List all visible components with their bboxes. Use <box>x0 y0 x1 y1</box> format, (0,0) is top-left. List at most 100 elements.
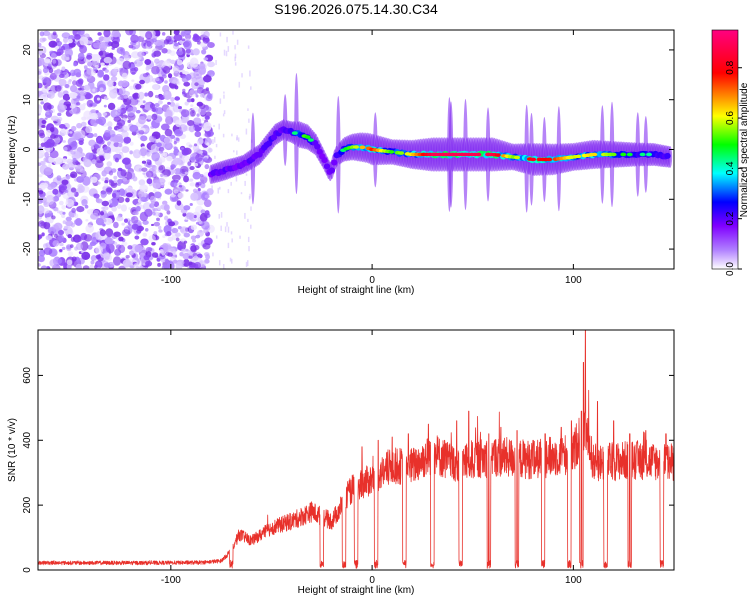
noise-speckle <box>164 109 173 119</box>
noise-speckle <box>38 91 42 97</box>
noise-speckle <box>167 236 174 242</box>
noise-speckle <box>112 135 120 143</box>
noise-speckle <box>156 217 160 221</box>
noise-speckle <box>148 235 156 243</box>
noise-speckle <box>79 45 88 54</box>
noise-speckle <box>52 188 59 195</box>
noise-speckle <box>137 51 145 58</box>
noise-speckle <box>219 32 222 37</box>
noise-speckle <box>214 155 216 159</box>
noise-speckle <box>144 208 153 217</box>
noise-speckle <box>63 225 69 230</box>
noise-speckle <box>184 171 189 175</box>
noise-speckle <box>38 254 45 263</box>
noise-speckle <box>181 148 189 156</box>
noise-region <box>38 30 253 269</box>
noise-speckle <box>121 222 125 226</box>
noise-speckle <box>116 189 121 193</box>
noise-speckle <box>164 258 169 263</box>
noise-speckle <box>118 87 126 95</box>
noise-speckle <box>179 72 183 76</box>
noise-speckle <box>81 251 91 260</box>
noise-speckle <box>234 62 237 66</box>
noise-speckle <box>79 36 89 47</box>
y-tick-label: 20 <box>22 44 33 56</box>
noise-speckle <box>215 60 217 66</box>
noise-speckle <box>64 189 69 193</box>
noise-speckle <box>127 245 133 250</box>
noise-speckle <box>198 138 204 145</box>
noise-speckle <box>71 125 77 132</box>
noise-speckle <box>38 205 45 214</box>
noise-speckle <box>247 218 249 223</box>
noise-speckle <box>231 238 233 243</box>
ridge-peak <box>475 152 482 157</box>
noise-speckle <box>118 236 124 242</box>
noise-speckle <box>151 83 159 90</box>
x-tick-label: -100 <box>161 275 181 286</box>
noise-speckle <box>89 113 98 120</box>
colorbar-tick-label: 0.4 <box>725 161 736 175</box>
noise-speckle <box>206 106 212 112</box>
noise-speckle <box>169 50 176 57</box>
noise-speckle <box>132 149 142 159</box>
noise-speckle <box>130 67 137 75</box>
noise-speckle <box>69 244 74 249</box>
noise-speckle <box>56 48 64 56</box>
noise-speckle <box>90 145 95 150</box>
noise-speckle <box>129 124 139 133</box>
noise-speckle <box>103 252 111 259</box>
noise-speckle <box>58 234 65 242</box>
noise-speckle <box>194 131 202 138</box>
noise-speckle <box>53 135 58 139</box>
noise-speckle <box>250 206 252 211</box>
noise-speckle <box>87 116 92 120</box>
noise-speckle <box>234 45 236 50</box>
noise-speckle <box>105 228 114 238</box>
noise-speckle <box>190 109 196 117</box>
noise-speckle <box>103 104 107 108</box>
noise-speckle <box>70 150 76 155</box>
noise-speckle <box>108 179 113 183</box>
noise-speckle <box>40 265 48 269</box>
colorbar-ticks: 0.0 0.2 0.4 0.6 0.8 <box>725 60 742 276</box>
noise-speckle <box>109 89 118 99</box>
noise-speckle <box>223 49 226 56</box>
noise-speckle <box>245 128 248 135</box>
noise-speckle <box>105 243 115 254</box>
noise-speckle <box>73 62 77 67</box>
noise-speckle <box>100 62 105 66</box>
noise-speckle <box>167 252 173 257</box>
noise-speckle <box>47 63 52 67</box>
noise-speckle <box>78 87 82 91</box>
noise-speckle <box>77 165 82 169</box>
noise-speckle <box>93 133 98 137</box>
noise-speckle <box>63 128 70 136</box>
noise-speckle <box>101 194 106 199</box>
noise-speckle <box>90 70 96 76</box>
noise-speckle <box>151 242 156 246</box>
noise-speckle <box>91 159 97 165</box>
ridge-peak <box>620 152 627 157</box>
noise-speckle <box>163 136 173 144</box>
noise-speckle <box>85 125 93 134</box>
noise-speckle <box>126 106 136 117</box>
noise-speckle <box>174 96 181 101</box>
noise-speckle <box>120 204 128 212</box>
noise-speckle <box>203 157 208 162</box>
noise-speckle <box>65 216 72 222</box>
noise-speckle <box>198 66 207 75</box>
noise-speckle <box>157 100 163 105</box>
colorbar-tick-label: 0.0 <box>725 262 736 276</box>
noise-speckle <box>66 263 73 269</box>
noise-speckle <box>140 135 148 142</box>
noise-speckle <box>206 142 210 146</box>
noise-speckle <box>77 30 85 36</box>
noise-speckle <box>190 98 195 103</box>
noise-speckle <box>215 143 218 148</box>
noise-speckle <box>171 79 177 84</box>
noise-speckle <box>145 31 153 40</box>
noise-speckle <box>57 91 64 98</box>
noise-speckle <box>92 102 98 107</box>
noise-speckle <box>110 76 118 82</box>
